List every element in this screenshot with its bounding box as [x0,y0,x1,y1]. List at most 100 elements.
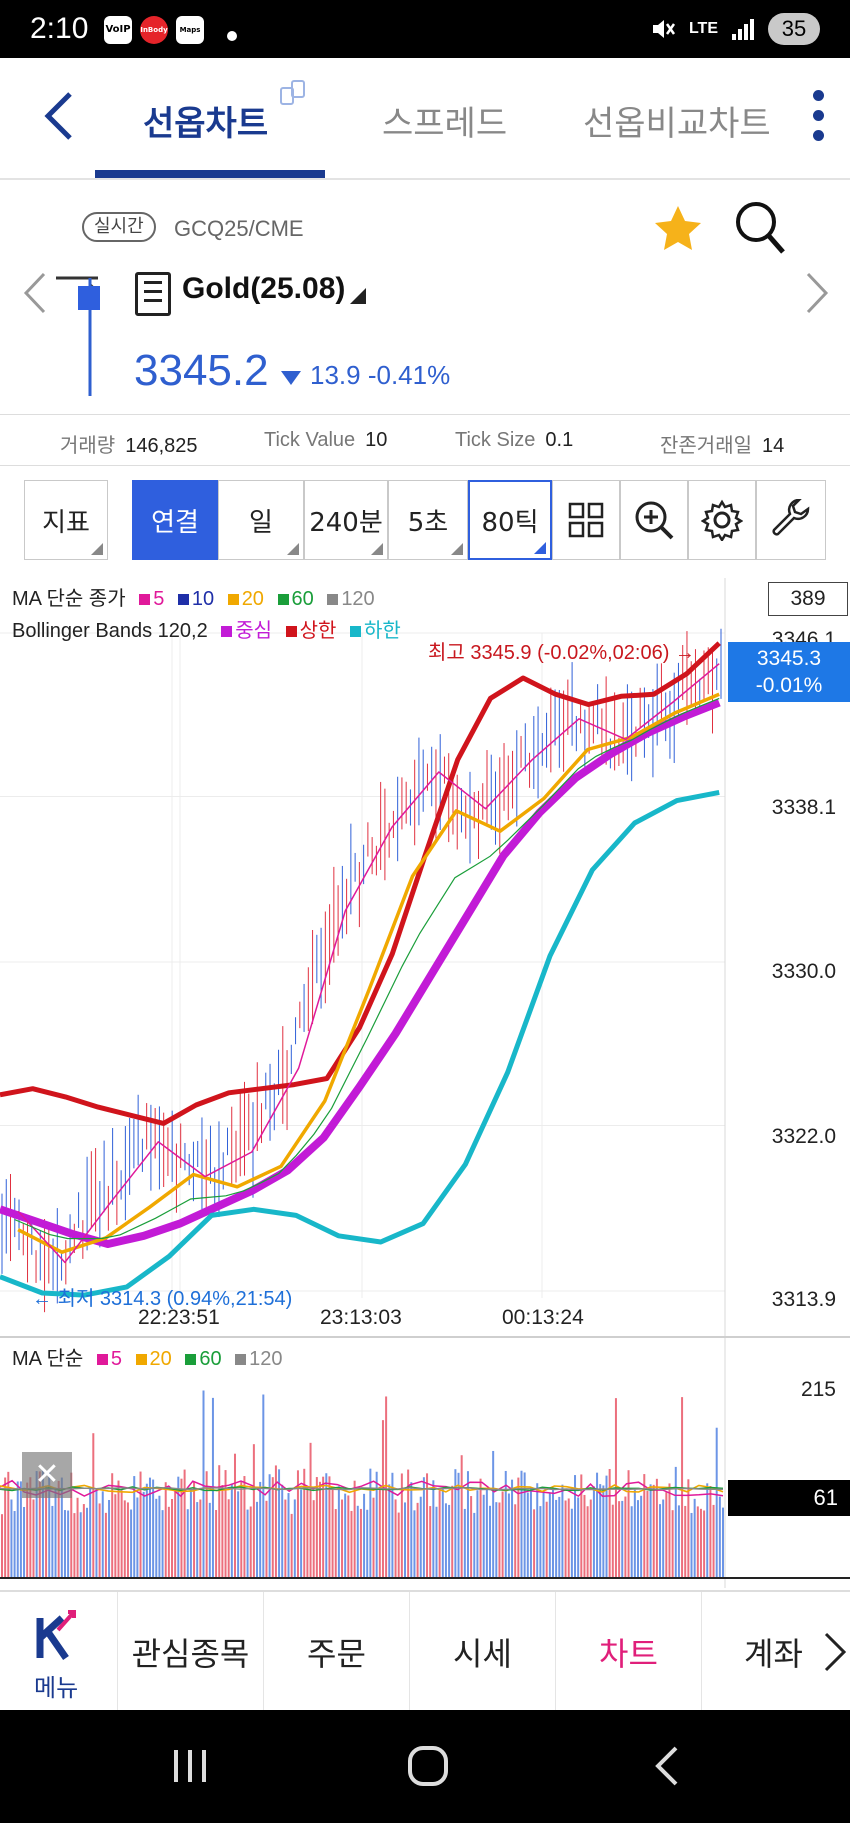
volume-bar [690,1512,693,1578]
status-right-icons: LTE 35 [649,12,820,46]
realtime-badge: 실시간 [82,212,156,242]
volume-bar [712,1504,715,1578]
nav-watchlist[interactable]: 관심종목 [118,1592,264,1712]
volume-bar [520,1470,523,1578]
volume-bar [246,1509,249,1578]
notification-dot [227,31,237,41]
more-options-icon[interactable] [810,90,826,146]
volume-bar [199,1499,202,1578]
volume-bar [363,1493,366,1578]
volume-bar [605,1475,608,1578]
volume-bar [312,1500,315,1578]
volume-bar [564,1500,567,1578]
volume-bar [278,1469,281,1578]
volume-bar [473,1512,476,1578]
window-link-icon[interactable] [278,78,308,108]
tab-futures-chart[interactable]: 선옵차트 [143,104,269,144]
prev-item-arrow-icon[interactable] [22,270,48,316]
chart-area[interactable]: MA 단순 종가 5 10 20 60 120 Bollinger Bands … [0,578,850,1588]
main-menu-button[interactable]: 메뉴 [0,1592,118,1712]
tools-button[interactable] [756,480,826,560]
volume-bar [608,1469,611,1578]
grid-layout-button[interactable] [552,480,620,560]
volume-bar [570,1508,573,1578]
nav-quotes[interactable]: 시세 [410,1592,556,1712]
k-logo-icon [36,1610,76,1660]
product-menu-icon[interactable] [135,272,171,316]
price-chart-svg[interactable] [0,578,850,1338]
nav-order[interactable]: 주문 [264,1592,410,1712]
day-button[interactable]: 일 [218,480,304,560]
volume-bar [193,1481,196,1578]
volume-bar [659,1504,662,1578]
volume-bar [114,1494,117,1578]
volume-bar [249,1506,252,1578]
price-chart-panel[interactable]: MA 단순 종가 5 10 20 60 120 Bollinger Bands … [0,578,850,1338]
ma120-label: 120 [341,588,375,610]
settings-button[interactable] [688,480,756,560]
home-icon[interactable] [406,1744,450,1788]
back-arrow-icon[interactable] [40,86,80,146]
chevron-right-icon[interactable] [822,1630,848,1674]
volume-bar [633,1489,636,1578]
product-name[interactable]: Gold(25.08) [182,272,346,305]
volume-bar [281,1484,284,1578]
volume-bar [259,1481,262,1578]
5sec-button[interactable]: 5초 [388,480,468,560]
zoom-button[interactable] [620,480,688,560]
continuous-button[interactable]: 연결 [132,480,218,560]
80tick-button[interactable]: 80틱 [468,480,552,560]
volume-bar [674,1466,677,1578]
volume-bar [416,1502,419,1578]
dropdown-triangle-icon[interactable] [348,286,368,306]
volume-panel[interactable]: MA 단순 5 20 60 120 215 61 ✕ [0,1336,850,1588]
volume-bar [174,1492,177,1578]
volume-bar [230,1483,233,1578]
tab-compare-chart[interactable]: 선옵비교차트 [583,104,771,144]
next-item-arrow-icon[interactable] [804,270,830,316]
80tick-label: 80틱 [481,507,539,538]
tick-value-label: Tick Value [264,429,356,451]
current-tag-change: -0.01% [755,674,823,697]
volume-bar [385,1396,388,1578]
volume-bar [470,1496,473,1578]
tab-header: 선옵차트 스프레드 선옵비교차트 [0,58,850,180]
wrench-icon [772,499,810,536]
volume-y-label: 215 [800,1378,836,1401]
volume-bar [243,1476,246,1578]
recent-apps-icon[interactable] [170,1746,210,1786]
volume-bar [164,1482,167,1578]
favorite-star-icon[interactable] [650,202,706,258]
volume-bar [359,1508,362,1578]
tab-spread[interactable]: 스프레드 [382,104,508,144]
close-panel-button[interactable]: ✕ [22,1452,72,1498]
volume-bar [155,1498,158,1578]
bb-center-line [0,698,721,1248]
system-back-icon[interactable] [652,1744,682,1788]
vol-ma20-label: 20 [149,1348,172,1370]
volume-bar [45,1485,48,1578]
ma5-line [17,663,720,1264]
volume-bar [555,1499,558,1578]
volume-chart-svg[interactable] [0,1338,850,1588]
search-icon[interactable] [732,198,788,258]
volume-bar [558,1496,561,1578]
maps-app-icon: Maps [176,16,204,44]
240min-button[interactable]: 240분 [304,480,388,560]
tick-size: 0.1 [545,429,574,451]
volume-bar [504,1470,507,1578]
volume-bar [287,1493,290,1578]
volume-bar [592,1486,595,1578]
bottom-nav: 메뉴 관심종목 주문 시세 차트 계좌 [0,1590,850,1712]
y-label-3: 3322.0 [771,1125,836,1148]
ma10-label: 10 [191,588,215,610]
volume-bar [240,1481,243,1578]
indicator-button[interactable]: 지표 [24,480,108,560]
volume-ma-line [0,1479,724,1498]
volume-bar [438,1490,441,1578]
volume-bar [621,1500,624,1578]
volume-bar [208,1502,211,1578]
volume-bar [444,1503,447,1578]
nav-chart[interactable]: 차트 [556,1592,702,1712]
nav-account[interactable]: 계좌 [744,1635,803,1673]
